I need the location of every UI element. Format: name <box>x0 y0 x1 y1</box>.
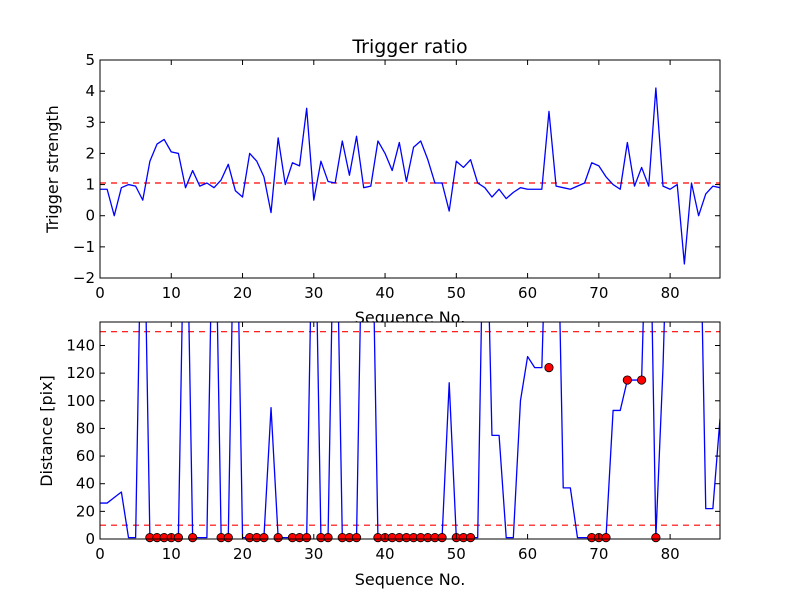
x-tick-label: 60 <box>518 545 537 563</box>
data-marker <box>323 533 333 543</box>
x-tick-label: 60 <box>518 284 537 302</box>
data-marker <box>651 533 661 543</box>
x-tick-label: 40 <box>376 545 395 563</box>
data-marker <box>351 533 362 543</box>
y-tick-label: 140 <box>66 336 95 354</box>
y-tick-label: 40 <box>76 475 95 493</box>
y-tick-label: 5 <box>85 51 95 69</box>
y-tick-label: 60 <box>76 447 95 465</box>
plot-frame <box>99 59 721 279</box>
data-marker <box>302 533 312 543</box>
y-tick-label: −2 <box>73 269 95 287</box>
ticks-layer: 0 10 20 30 40 50 60 70 80 0 20 40 60 80 100 120 140 <box>66 322 720 563</box>
y-tick-label: 3 <box>85 113 95 131</box>
y-tick-label: 120 <box>66 364 95 382</box>
y-axis-label: Distance [pix] <box>37 375 56 487</box>
y-tick-label: 2 <box>85 144 95 162</box>
y-tick-label: 20 <box>76 502 95 520</box>
y-tick-label: 4 <box>85 82 95 100</box>
x-tick-label: 0 <box>95 284 105 302</box>
data-marker <box>637 375 647 385</box>
series-line <box>100 87 720 265</box>
distance-chart: 0 10 20 30 40 50 60 70 80 0 20 40 60 80 100 120 140 Sequ… <box>37 321 721 589</box>
x-axis-label: Sequence No. <box>355 570 466 589</box>
x-tick-label: 30 <box>304 284 323 302</box>
plot-frame <box>99 321 721 540</box>
x-tick-label: 50 <box>447 284 466 302</box>
x-tick-label: 70 <box>589 284 608 302</box>
y-tick-label: 100 <box>66 392 95 410</box>
y-tick-label: −1 <box>73 238 95 256</box>
data-marker <box>273 533 283 543</box>
y-axis-label: Trigger strength <box>43 105 62 234</box>
data-marker <box>173 533 183 543</box>
data-marker <box>544 363 554 373</box>
x-tick-label: 30 <box>304 545 323 563</box>
series-layer <box>100 87 720 265</box>
plot-area <box>100 322 720 539</box>
data-marker <box>465 533 476 543</box>
x-tick-label: 20 <box>233 284 252 302</box>
x-tick-label: 10 <box>162 284 181 302</box>
x-tick-label: 40 <box>376 284 395 302</box>
data-marker <box>223 533 233 543</box>
y-tick-label: 0 <box>85 530 95 548</box>
chart-title: Trigger ratio <box>351 36 467 58</box>
x-tick-label: 20 <box>233 545 252 563</box>
plot-area <box>100 60 720 278</box>
data-marker <box>259 533 269 543</box>
x-tick-label: 70 <box>589 545 608 563</box>
data-marker <box>188 533 198 543</box>
data-marker <box>601 533 611 543</box>
ticks-layer: 0 10 20 30 40 50 60 70 80 −2 −1 0 1 2 3 4 5 <box>73 51 720 302</box>
x-tick-label: 50 <box>447 545 466 563</box>
trigger-chart: Trigger ratio 0 10 20 30 40 50 60 70 80 −2 −1 0 1 2 3 4… <box>43 36 721 327</box>
x-tick-label: 80 <box>661 284 680 302</box>
y-tick-label: 1 <box>85 176 95 194</box>
y-tick-label: 0 <box>85 207 95 225</box>
x-tick-label: 80 <box>661 545 680 563</box>
data-marker <box>622 375 632 385</box>
y-tick-label: 80 <box>76 419 95 437</box>
markers-layer <box>145 363 661 543</box>
x-tick-label: 0 <box>95 545 105 563</box>
x-tick-label: 10 <box>162 545 181 563</box>
data-marker <box>437 533 447 543</box>
